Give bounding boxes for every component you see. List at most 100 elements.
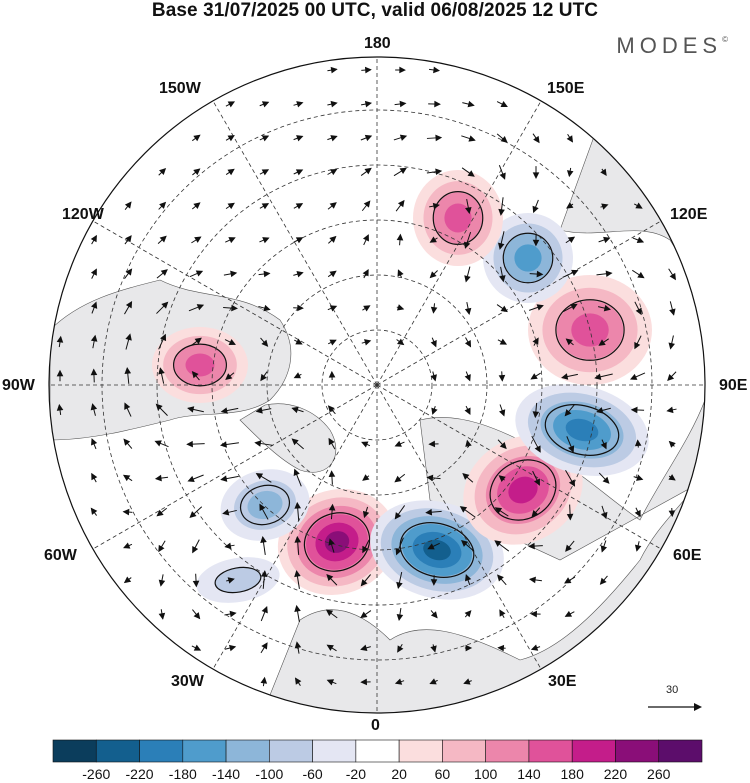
wind-arrow-head (364, 167, 372, 175)
wind-arrow-head (528, 542, 535, 550)
wind-arrow-head (464, 610, 472, 618)
meridian-line (376, 384, 543, 671)
colorbar-swatch (658, 739, 703, 763)
wind-arrow-head (464, 307, 472, 316)
wind-arrow-head (468, 135, 476, 142)
wind-arrow-head (230, 270, 238, 278)
wind-arrow-head (429, 271, 437, 279)
wind-arrow-head (498, 475, 506, 482)
wind-arrow-head (255, 407, 263, 414)
lon-label-0: 0 (371, 717, 380, 734)
colorbar-tick-label: 100 (473, 766, 498, 782)
wind-arrow-head (295, 203, 304, 210)
wind-arrow-head (328, 470, 336, 478)
wind-arrow-head (263, 304, 271, 312)
wind-arrow-head (259, 503, 266, 511)
anomaly-contour (508, 476, 538, 504)
wind-arrow-head (499, 409, 506, 417)
wind-arrow-head (399, 134, 408, 141)
wind-arrow-head (566, 170, 574, 178)
colorbar-tick-label: 180 (560, 766, 584, 782)
wind-arrow-head (291, 406, 299, 414)
streamline-loop (239, 484, 291, 526)
wind-arrow-head (494, 540, 502, 547)
wind-arrow-head (91, 438, 98, 446)
wind-arrow-head (499, 338, 508, 345)
wind-arrow-head (433, 66, 441, 74)
wind-arrow-head (668, 440, 676, 448)
wind-arrow-head (605, 270, 613, 278)
wind-arrow-head (125, 333, 132, 341)
wind-arrow-head (636, 236, 645, 244)
colorbar-tick-label: 140 (517, 766, 541, 782)
wind-arrow-head (532, 239, 540, 247)
anomaly-contour (185, 353, 215, 377)
wind-arrow-head (635, 307, 642, 316)
meridian-line (376, 219, 663, 386)
wind-arrow-head (160, 333, 167, 342)
wind-arrow-head (634, 341, 641, 350)
wind-arrow-head (192, 545, 199, 554)
wind-arrow-head (156, 509, 164, 517)
wind-arrow-head (360, 678, 368, 686)
wind-arrow-head (396, 233, 404, 241)
wind-arrow-head (261, 570, 268, 577)
map-disk (49, 57, 705, 713)
wind-arrow-head (158, 544, 165, 553)
meridian-line (376, 99, 543, 386)
wind-arrow-head (561, 373, 569, 380)
wind-arrow-head (426, 474, 434, 482)
wind-arrow-head (361, 441, 369, 448)
wind-arrow-head (260, 676, 268, 684)
streamline-loop (214, 566, 262, 594)
streamline-loop (502, 232, 554, 284)
wind-arrow-head (530, 373, 538, 380)
wind-arrow-head (532, 205, 539, 214)
anomaly-field (152, 170, 652, 603)
wind-arrow-head (435, 134, 443, 142)
wind-arrow-head (91, 472, 98, 481)
wind-arrow-head (532, 172, 540, 179)
wind-arrow-head (601, 203, 609, 210)
wind-arrow-head (296, 271, 304, 278)
wind-arrow-head (668, 510, 676, 518)
wind-arrow-head (191, 371, 199, 379)
wind-arrow-head (430, 306, 438, 314)
wind-arrow-head (364, 100, 373, 108)
wind-arrow-head (636, 474, 644, 481)
wind-arrow-head (326, 644, 334, 651)
colorbar-swatch (442, 739, 486, 763)
wind-arrow-head (56, 403, 64, 411)
wind-arrow-head (397, 338, 405, 346)
wind-arrow-head (594, 373, 602, 380)
streamline-loop (489, 459, 557, 521)
wind-arrow-head (261, 203, 270, 210)
wind-arrow-head (465, 644, 473, 652)
lon-label-120w: 120W (62, 206, 104, 223)
wind-arrow-head (90, 234, 97, 243)
meridian-line (211, 384, 378, 671)
wind-arrow-head (427, 543, 435, 550)
colorbar-swatch (225, 739, 270, 763)
brand-mark: © (722, 35, 728, 44)
wind-arrow-head (570, 303, 578, 310)
wind-arrow-head (227, 168, 235, 176)
wind-arrow-head (598, 339, 606, 346)
wind-arrow-head (123, 542, 131, 549)
colorbar-swatch (52, 739, 97, 763)
wind-arrow-head (154, 474, 162, 482)
wind-arrow-head (293, 372, 302, 379)
wind-arrow-head (229, 610, 237, 618)
wind-arrow-head (531, 509, 539, 518)
wind-arrow-head (261, 101, 270, 108)
wind-arrow-head (425, 508, 433, 516)
wind-arrow-head (668, 474, 676, 481)
streamline-loop (544, 404, 620, 456)
lon-label-30w: 30W (171, 673, 204, 690)
wind-arrow-head (467, 100, 475, 108)
wind-arrow-head (362, 510, 370, 519)
wind-arrow-head (634, 439, 642, 447)
wind-arrow-head (227, 101, 236, 108)
wind-arrow-head (434, 100, 441, 108)
